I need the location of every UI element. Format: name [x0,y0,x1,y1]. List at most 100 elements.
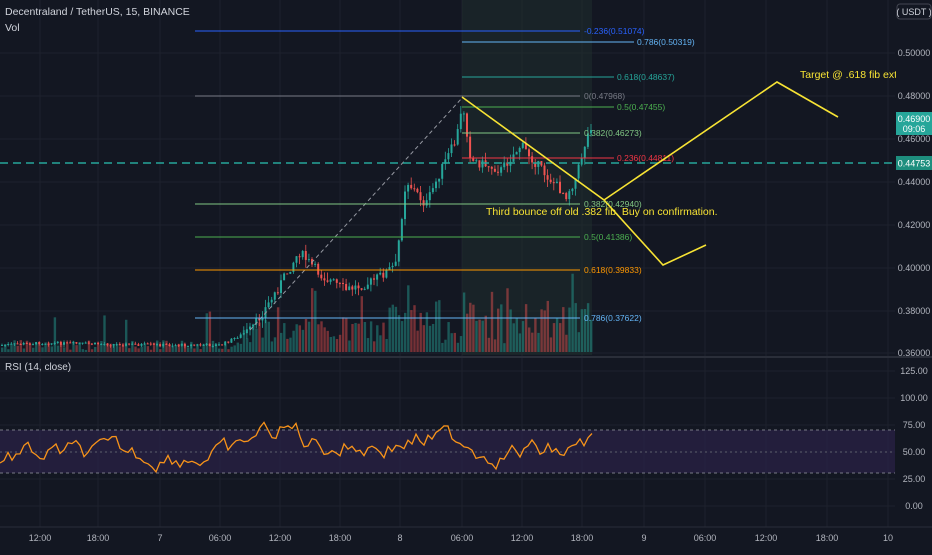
candle-body [214,344,217,347]
volume-bar [118,346,122,352]
candle-body [261,317,264,321]
candle-body [109,345,112,347]
volume-bar [193,348,196,352]
volume-bar [22,348,26,352]
price-axis[interactable]: ( USDT ) 0.50000 0.48000 0.46000 0.44000 0.4… [896,0,932,358]
fib-level-label: 0.786(0.50319) [637,37,695,47]
candle-body [531,156,534,163]
volume-bar [357,323,360,352]
candle-body [298,256,301,258]
fib-level-label: 0.382(0.46273) [584,128,642,138]
candle-body [227,341,230,343]
time-axis[interactable]: 12:00 18:00 7 06:00 12:00 18:00 8 06:00 12:00 18:… [29,533,893,543]
volume-bar [366,338,370,352]
volume-bar [394,306,398,352]
volume-bar [562,307,565,352]
volume-bar [134,346,137,352]
projection-down-path[interactable] [461,96,707,266]
bounce-annotation[interactable]: Third bounce off old .382 fib. Buy on co… [486,206,718,218]
volume-bar [577,332,580,352]
candle-body [376,274,379,280]
candle-body [385,269,388,278]
candle-body [428,192,431,201]
candle-body [543,165,546,176]
volume-bar [87,340,91,352]
candle-body [410,184,413,189]
candle-body [441,163,444,179]
candle-body [524,142,527,150]
candle-body [503,162,506,168]
volume-bar [534,317,537,352]
candle-body [208,343,211,347]
candle-body [174,345,177,347]
volume-bar [236,342,239,352]
rsi-tick: 75.00 [903,420,926,430]
volume-bar [196,344,199,352]
volume-bar [565,334,568,352]
volume-bar [422,325,425,352]
volume-bar [444,339,447,352]
volume-bar [379,335,382,352]
volume-bar [7,349,10,352]
currency-button[interactable] [896,3,932,20]
volume-bar [10,344,13,352]
candle-body [190,344,193,347]
fib-retracement[interactable]: -0.236(0.51074)0.786(0.50319) 0.618(0.486… [195,26,695,323]
candle-body [289,271,292,274]
candle-body [28,343,31,345]
trend-line-dashed[interactable] [249,97,463,331]
volume-bar [183,345,187,352]
volume-bar [131,340,134,352]
volume-bar [314,290,317,352]
projection-up-path[interactable] [603,81,839,201]
current-price-value: 0.46900 [898,114,931,124]
rsi-line[interactable] [0,421,593,474]
volume-bar [106,342,109,352]
candle-body [22,343,25,345]
candle-body [565,193,568,200]
candle-body [66,342,69,344]
candle-body [369,278,372,285]
candle-body [196,344,199,346]
candle-body [78,343,81,345]
candle-body [193,344,196,346]
volume-bar [56,345,60,352]
candle-body [580,158,583,165]
candle-body [456,129,459,145]
volume-label: Vol [5,22,20,34]
volume-bar [199,349,202,352]
volume-bar [128,348,131,352]
volume-bar [512,323,515,352]
candle-body [568,191,571,200]
candle-body [103,344,106,346]
time-tick: 06:00 [209,533,232,543]
candle-body [475,160,478,162]
candle-body [87,342,90,344]
volume-bar [348,340,351,352]
candle-body [72,342,75,344]
price-tick: 0.36000 [898,348,931,358]
fib-level-label: 0.5(0.47455) [617,102,665,112]
candle-body [44,343,47,345]
candle-body [351,286,354,290]
candle-body [450,144,453,154]
volume-bar [338,334,342,352]
volume-bar [345,318,348,352]
candle-body [388,267,391,270]
candle-body [487,166,490,168]
time-tick: 10 [883,533,893,543]
volume-bar [81,349,84,352]
candle-body [4,344,7,346]
target-annotation[interactable]: Target @ .618 fib extensi [800,69,916,81]
fib-level-label: -0.236(0.51074) [584,26,645,36]
volume-bar [264,319,267,352]
volume-bar [44,342,47,352]
candle-body [10,343,13,345]
candle-body [90,343,93,345]
candle-body [134,343,137,345]
candle-body [75,342,78,344]
volume-bar [267,321,270,352]
time-tick: 12:00 [755,533,778,543]
candle-body [360,288,363,290]
